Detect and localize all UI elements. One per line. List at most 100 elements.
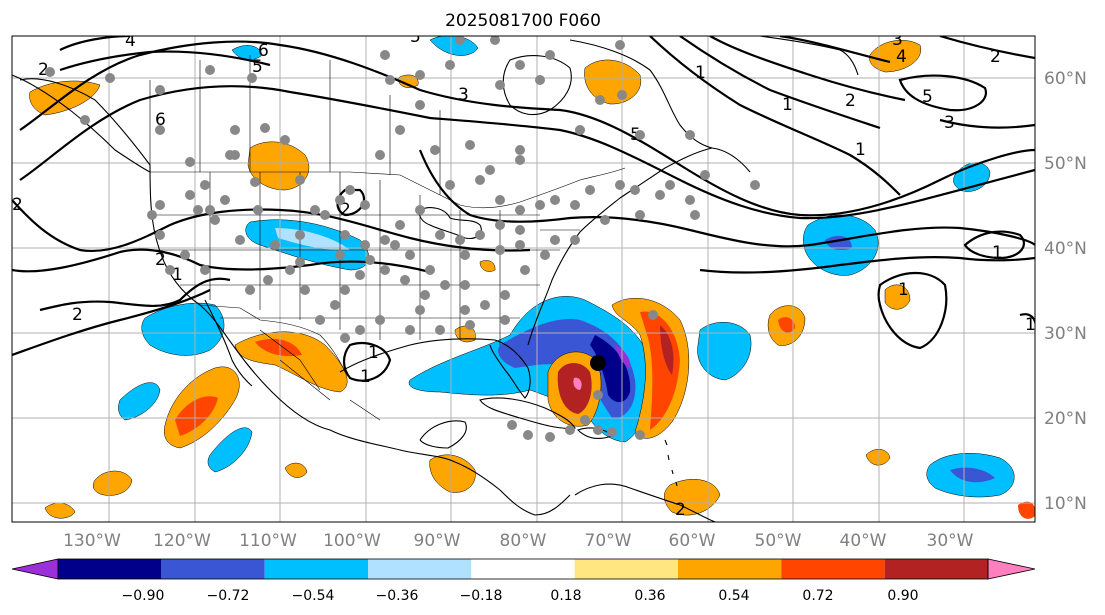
contour-label: 2	[38, 60, 49, 80]
colorbar-tick-label: −0.90	[122, 588, 165, 604]
contour-19	[1019, 313, 1035, 329]
positive-right-edge	[1018, 501, 1035, 519]
map-area: 4 6 5 3 2 6 5 1 2 3 1 4 5 3 2 2 2 1 1 1 …	[12, 27, 1035, 522]
station-dot	[593, 390, 603, 400]
contour-label: 6	[155, 110, 166, 130]
lon-label: 40°W	[840, 531, 887, 551]
contour-label: 2	[845, 91, 856, 111]
station-dot	[245, 285, 255, 295]
station-dot	[193, 205, 203, 215]
negative-deep-core	[590, 335, 631, 403]
colorbar-tick-label: 0.18	[550, 588, 581, 604]
contour-label: 1	[368, 343, 379, 363]
station-dot	[420, 290, 430, 300]
station-dot	[500, 315, 510, 325]
contour-label: 4	[896, 47, 907, 67]
positive-mexico-pacific-core	[175, 396, 218, 436]
station-dot	[45, 67, 55, 77]
contour-label: 1	[898, 280, 909, 300]
negative-baja	[118, 382, 161, 421]
station-dot	[235, 235, 245, 245]
positive-atlantic-b	[884, 284, 911, 310]
contour-label: 2	[12, 195, 23, 215]
anomaly-shading	[29, 36, 1035, 519]
station-dot	[635, 210, 645, 220]
contour-label-group: 4 6 5 3 2 6 5 1 2 3 1 4 5 3 2 2 2 1 1 1 …	[12, 27, 1035, 520]
colorbar-tick-label: 0.72	[802, 588, 833, 604]
station-dot	[310, 205, 320, 215]
positive-se	[479, 260, 496, 272]
station-dot	[455, 36, 465, 45]
station-dot	[490, 36, 500, 45]
station-dot	[295, 257, 305, 267]
positive-hudson-bay	[584, 59, 642, 105]
contour-17	[342, 342, 392, 382]
pink-core-cyclone	[573, 377, 582, 390]
station-dot	[515, 205, 525, 215]
station-dot	[147, 210, 157, 220]
station-dot	[225, 150, 235, 160]
negative-atlantic-central	[697, 322, 752, 381]
station-dot	[575, 125, 585, 135]
station-dot	[565, 425, 575, 435]
map-background	[12, 36, 1035, 522]
colorbar-segment	[264, 559, 368, 579]
contour-12	[709, 36, 906, 102]
station-dot	[380, 235, 390, 245]
contour-13	[779, 36, 988, 112]
station-dot	[540, 250, 550, 260]
station-dot	[630, 185, 640, 195]
negative-hudson	[429, 36, 479, 56]
negative-plains-light	[275, 228, 350, 251]
contour-4	[12, 199, 531, 253]
station-dot	[295, 230, 305, 240]
station-dot	[320, 210, 330, 220]
lon-label: 130°W	[63, 531, 121, 551]
station-dot	[475, 230, 485, 240]
colorbar-segment	[678, 559, 782, 579]
contour-label: 2	[155, 250, 166, 270]
station-dot	[415, 205, 425, 215]
contour-16	[877, 271, 948, 350]
lon-label: 120°W	[153, 531, 211, 551]
station-dot	[295, 175, 305, 185]
contour-2	[19, 85, 1035, 220]
contour-label: 5	[410, 27, 421, 47]
contour-14	[939, 36, 1035, 129]
labrador	[569, 39, 713, 149]
station-dot	[390, 240, 400, 250]
station-dot	[315, 315, 325, 325]
contour-11	[679, 36, 881, 130]
cuba	[479, 397, 576, 429]
station-dot	[285, 265, 295, 275]
negative-pacific-south	[207, 427, 253, 473]
contour-label: 2	[990, 47, 1001, 67]
station-dot	[585, 185, 595, 195]
station-dot	[475, 175, 485, 185]
station-dot	[435, 230, 445, 240]
station-dot	[465, 140, 475, 150]
station-dot	[507, 420, 517, 430]
contour-northwest-trough	[19, 40, 1035, 217]
figure-title: 2025081700 F060	[445, 11, 601, 31]
contour-5	[12, 248, 431, 274]
us-canada-border	[150, 167, 626, 209]
station-dot	[685, 195, 695, 205]
station-dot	[690, 210, 700, 220]
station-dot	[250, 177, 260, 187]
station-dot	[455, 235, 465, 245]
station-dot	[210, 215, 220, 225]
positive-atl-sm	[865, 449, 891, 466]
colorbar-tick-label: −0.18	[460, 588, 503, 604]
station-dot	[300, 285, 310, 295]
station-dot	[545, 50, 555, 60]
station-dot	[400, 275, 410, 285]
south-america	[574, 483, 716, 522]
station-dot	[515, 60, 525, 70]
lon-label: 90°W	[414, 531, 461, 551]
station-dot	[205, 65, 215, 75]
colorbar-segment	[58, 559, 162, 579]
station-dot	[405, 250, 415, 260]
station-dot	[535, 200, 545, 210]
station-dot	[700, 170, 710, 180]
